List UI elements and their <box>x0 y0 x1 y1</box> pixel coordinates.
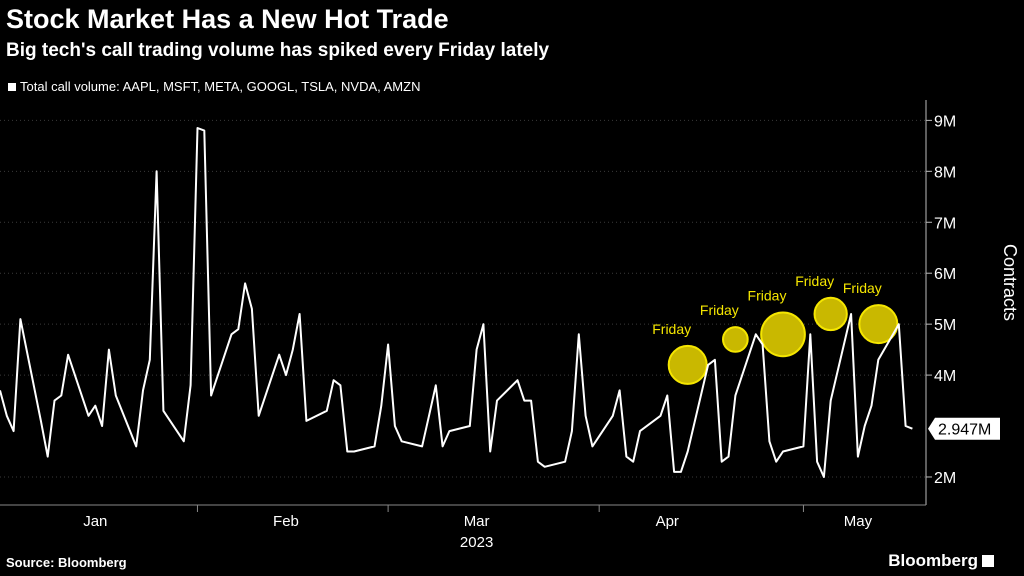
last-value-label: 2.947M <box>938 422 991 439</box>
x-tick-label: Apr <box>656 513 679 530</box>
friday-highlight-circle <box>722 326 749 353</box>
friday-annotation-label: Friday <box>700 302 739 318</box>
chart-title: Stock Market Has a New Hot Trade <box>6 4 449 34</box>
x-tick-label: Jan <box>83 513 107 530</box>
chart-subtitle: Big tech's call trading volume has spike… <box>6 40 550 61</box>
series-line <box>0 127 913 478</box>
bloomberg-logo: Bloomberg <box>888 551 994 571</box>
brand-text: Bloomberg <box>888 551 978 570</box>
friday-highlight-circle <box>667 344 708 385</box>
y-tick-label: 6M <box>934 266 956 283</box>
y-tick-label: 5M <box>934 317 956 334</box>
friday-annotation-label: Friday <box>795 273 834 289</box>
y-tick-label: 9M <box>934 113 956 130</box>
x-tick-label: Mar <box>464 513 490 530</box>
legend-label: Total call volume: AAPL, MSFT, META, GOO… <box>20 79 421 94</box>
last-value-badge <box>928 417 1000 440</box>
friday-annotation-label: Friday <box>843 280 882 296</box>
friday-highlight-circle <box>858 304 899 345</box>
y-tick-label: 7M <box>934 215 956 232</box>
brand-square-icon <box>982 555 994 567</box>
source-note: Source: Bloomberg <box>6 555 127 570</box>
x-tick-label: Feb <box>273 513 299 530</box>
friday-highlight-circle <box>760 311 806 358</box>
friday-highlight-circle <box>813 296 848 332</box>
friday-annotation-label: Friday <box>748 287 787 303</box>
y-axis-title: Contracts <box>1000 244 1020 321</box>
legend-swatch <box>8 82 16 91</box>
y-tick-label: 8M <box>934 164 956 181</box>
y-tick-label: 4M <box>934 368 956 385</box>
y-tick-label: 2M <box>934 470 956 487</box>
x-tick-label: May <box>844 513 873 530</box>
friday-annotation-label: Friday <box>652 321 691 337</box>
legend: Total call volume: AAPL, MSFT, META, GOO… <box>8 79 420 94</box>
x-year-label: 2023 <box>460 534 493 551</box>
